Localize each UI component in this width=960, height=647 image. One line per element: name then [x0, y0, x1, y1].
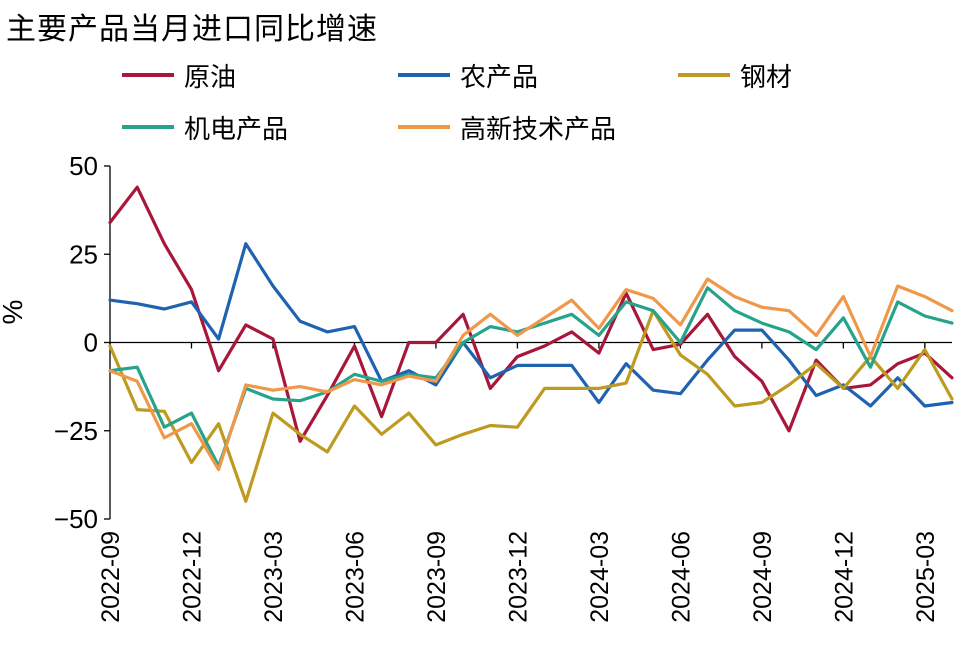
legend-item-steel: 钢材	[678, 60, 792, 93]
y-tick-label: −50	[54, 504, 98, 534]
x-tick-label: 2023-12	[504, 531, 532, 623]
x-tick-label: 2023-06	[341, 531, 369, 623]
x-tick-label: 2024-03	[586, 531, 614, 623]
legend-label: 农产品	[460, 62, 539, 93]
legend-swatch	[398, 73, 450, 77]
legend-swatch	[122, 125, 174, 129]
legend-item-agricultural: 农产品	[398, 60, 538, 93]
x-axis-ticks: 2022-09 2022-12 2023-03 2023-06 2023-09 2023-…	[97, 342, 940, 623]
legend-item-electromechanical: 机电产品	[122, 112, 288, 145]
series-line	[108, 185, 954, 443]
legend-label: 机电产品	[184, 114, 289, 145]
series-line	[108, 242, 954, 408]
y-axis-label: %	[0, 300, 28, 325]
legend-swatch	[122, 73, 174, 77]
y-tick-label: −25	[54, 416, 98, 446]
legend-swatch	[678, 73, 730, 77]
chart-title: 主要产品当月进口同比增速	[6, 12, 378, 47]
y-tick-label: 50	[69, 151, 98, 181]
legend-item-high-tech: 高新技术产品	[398, 112, 616, 145]
x-tick-label: 2022-09	[97, 531, 125, 623]
x-tick-label: 2023-09	[423, 531, 451, 623]
legend-swatch	[398, 125, 450, 129]
x-tick-label: 2022-12	[178, 531, 206, 623]
x-tick-label: 2023-03	[260, 531, 288, 623]
x-tick-label: 2024-12	[830, 531, 858, 623]
series-lines	[108, 185, 954, 503]
legend-label: 原油	[184, 62, 237, 93]
y-tick-label: 25	[69, 239, 98, 269]
series-line	[108, 286, 954, 468]
series-line	[108, 277, 954, 472]
legend-label: 钢材	[740, 62, 793, 93]
legend-item-crude-oil: 原油	[122, 60, 236, 93]
x-tick-label: 2025-03	[912, 531, 940, 623]
series-line	[108, 309, 954, 503]
x-tick-label: 2024-06	[667, 531, 695, 623]
y-tick-label: 0	[84, 328, 98, 358]
x-tick-label: 2024-09	[749, 531, 777, 623]
legend-label: 高新技术产品	[460, 114, 617, 145]
y-axis-ticks: 50 25 0 −25 −50	[54, 151, 110, 534]
